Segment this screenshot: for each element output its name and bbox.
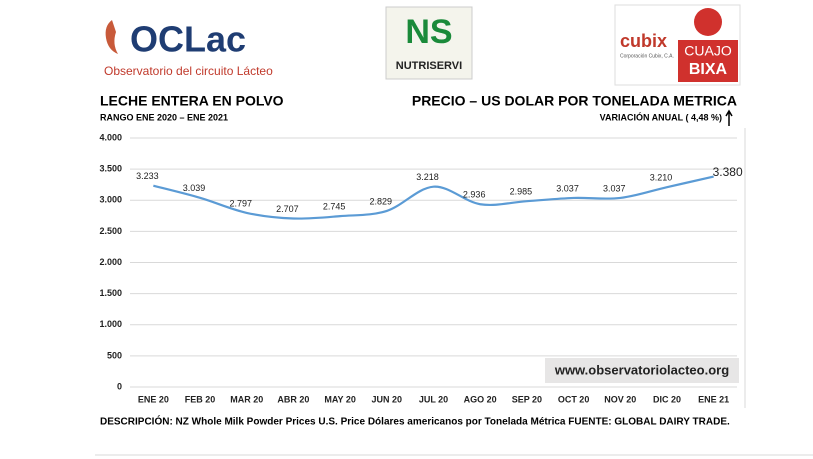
data-label: 3.210 bbox=[650, 173, 673, 183]
logo-subtext: Corporación Cubix, C.A. bbox=[620, 53, 674, 59]
x-tick-label: SEP 20 bbox=[512, 394, 542, 404]
data-label: 3.218 bbox=[416, 172, 439, 182]
logo-cubix: cubix Corporación Cubix, C.A. CUAJO BIXA bbox=[614, 4, 741, 86]
data-label: 2.797 bbox=[229, 198, 252, 208]
y-tick-label: 2.000 bbox=[99, 257, 122, 267]
logo-text: NS bbox=[405, 13, 452, 51]
data-label: 2.829 bbox=[370, 196, 393, 206]
website-box bbox=[545, 358, 739, 383]
logo-text: cubix bbox=[620, 31, 667, 51]
y-axis-label: PRECIO – US DOLAR POR TONELADA METRICA bbox=[412, 93, 737, 109]
line bbox=[153, 175, 714, 220]
arrow-up bbox=[725, 109, 733, 126]
logo-text: CUAJO bbox=[684, 43, 732, 59]
x-tick-label: MAR 20 bbox=[230, 394, 263, 404]
x-tick-label: MAY 20 bbox=[324, 394, 356, 404]
data-label: 2.985 bbox=[510, 187, 533, 197]
data-label: 3.233 bbox=[136, 171, 159, 181]
y-tick-label: 2.500 bbox=[99, 226, 122, 236]
chart-subtitle: RANGO ENE 2020 – ENE 2021 bbox=[100, 112, 228, 122]
logo-subtext: Observatorio del circuito Lácteo bbox=[104, 64, 273, 78]
logo-icon bbox=[105, 20, 118, 54]
x-tick-label: ABR 20 bbox=[277, 394, 309, 404]
logo-icon bbox=[694, 8, 722, 36]
data-label: 3.037 bbox=[556, 183, 579, 193]
x-tick-label: FEB 20 bbox=[185, 394, 216, 404]
y-tick-label: 4.000 bbox=[99, 132, 122, 142]
x-tick-label: ENE 20 bbox=[138, 394, 169, 404]
y-tick-label: 0 bbox=[117, 381, 122, 391]
y-tick-label: 1.500 bbox=[99, 288, 122, 298]
annotation: VARIACIÓN ANUAL ( 4,48 %) bbox=[600, 111, 722, 122]
data-label: 2.707 bbox=[276, 204, 299, 214]
y-tick-label: 500 bbox=[107, 350, 122, 360]
chart-title: LECHE ENTERA EN POLVO bbox=[100, 93, 284, 109]
data-label: 3.037 bbox=[603, 183, 626, 193]
logo-text: OCLac bbox=[130, 19, 246, 60]
logo-box bbox=[385, 6, 473, 80]
logo-band bbox=[678, 40, 738, 82]
logo-subtext: NUTRISERVI bbox=[396, 60, 462, 72]
x-tick-label: AGO 20 bbox=[464, 394, 497, 404]
logo-nutriservi: NS NUTRISERVI bbox=[385, 6, 473, 80]
data-label: 2.936 bbox=[463, 190, 486, 200]
data-label: 3.380 bbox=[713, 165, 743, 179]
x-tick-label: ENE 21 bbox=[698, 394, 729, 404]
x-tick-label: JUL 20 bbox=[419, 394, 448, 404]
data-label: 2.745 bbox=[323, 201, 346, 211]
x-tick-label: JUN 20 bbox=[372, 394, 403, 404]
x-tick-label: OCT 20 bbox=[558, 394, 590, 404]
logo-text: BIXA bbox=[689, 61, 728, 78]
logo-oclac: OCLac Observatorio del circuito Lácteo bbox=[104, 19, 273, 79]
website: www.observatoriolacteo.org bbox=[554, 362, 729, 377]
y-tick-label: 3.000 bbox=[99, 195, 122, 205]
data-label: 3.039 bbox=[183, 183, 206, 193]
y-tick-label: 1.000 bbox=[99, 319, 122, 329]
x-tick-label: NOV 20 bbox=[604, 394, 636, 404]
y-tick-label: 3.500 bbox=[99, 164, 122, 174]
x-tick-label: DIC 20 bbox=[653, 394, 681, 404]
description: DESCRIPCIÓN: NZ Whole Milk Powder Prices… bbox=[100, 415, 730, 428]
